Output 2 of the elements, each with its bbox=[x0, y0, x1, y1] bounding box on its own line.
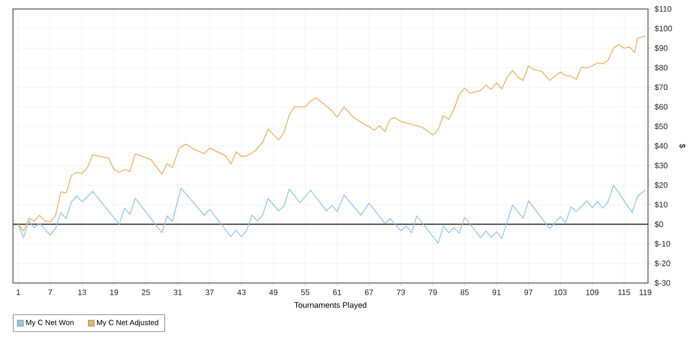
line-series bbox=[18, 184, 646, 244]
line-series bbox=[18, 36, 646, 232]
